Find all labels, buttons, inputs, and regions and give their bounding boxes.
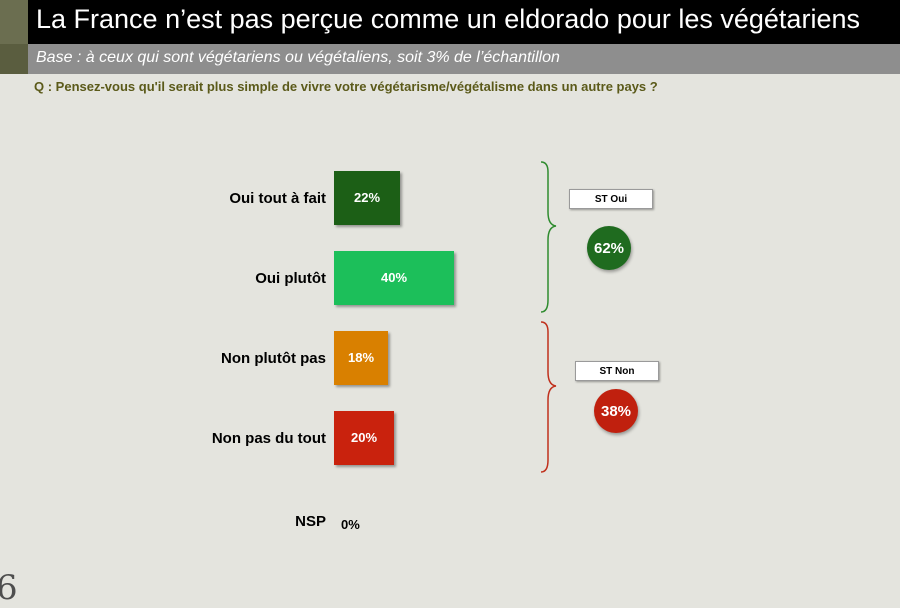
bar-oui-tout-a-fait (334, 171, 400, 225)
st-oui-value: 62% (587, 226, 631, 270)
brace-non (540, 321, 557, 473)
category-label-non-pas-du-tout: Non pas du tout (212, 430, 326, 447)
bar-non-plutot-pas (334, 331, 388, 385)
category-label-non-plutot-pas: Non plutôt pas (221, 350, 326, 367)
category-label-oui-tout-a-fait: Oui tout à fait (229, 190, 326, 207)
title-accent (0, 0, 28, 44)
page-title: La France n’est pas perçue comme un eldo… (36, 4, 860, 34)
brace-oui (540, 161, 557, 313)
value-label-non-plutot-pas: 18% (348, 350, 374, 365)
question-text: Q : Pensez-vous qu'il serait plus simple… (34, 79, 658, 94)
value-label-nsp: 0% (341, 517, 360, 532)
base-accent (0, 44, 28, 74)
corner-mark: 6 (0, 568, 18, 608)
base-bar: Base : à ceux qui sont végétariens ou vé… (0, 44, 900, 74)
bar-oui-plutot (334, 251, 454, 305)
category-label-nsp: NSP (295, 513, 326, 530)
category-label-oui-plutot: Oui plutôt (255, 270, 326, 287)
value-label-non-pas-du-tout: 20% (351, 430, 377, 445)
st-oui-label: ST Oui (569, 189, 653, 209)
bar-non-pas-du-tout (334, 411, 394, 465)
value-label-oui-tout-a-fait: 22% (354, 190, 380, 205)
base-subtitle: Base : à ceux qui sont végétariens ou vé… (36, 49, 560, 66)
title-bar: La France n’est pas perçue comme un eldo… (0, 0, 900, 44)
value-label-oui-plutot: 40% (381, 270, 407, 285)
st-non-label: ST Non (575, 361, 659, 381)
st-non-value: 38% (594, 389, 638, 433)
